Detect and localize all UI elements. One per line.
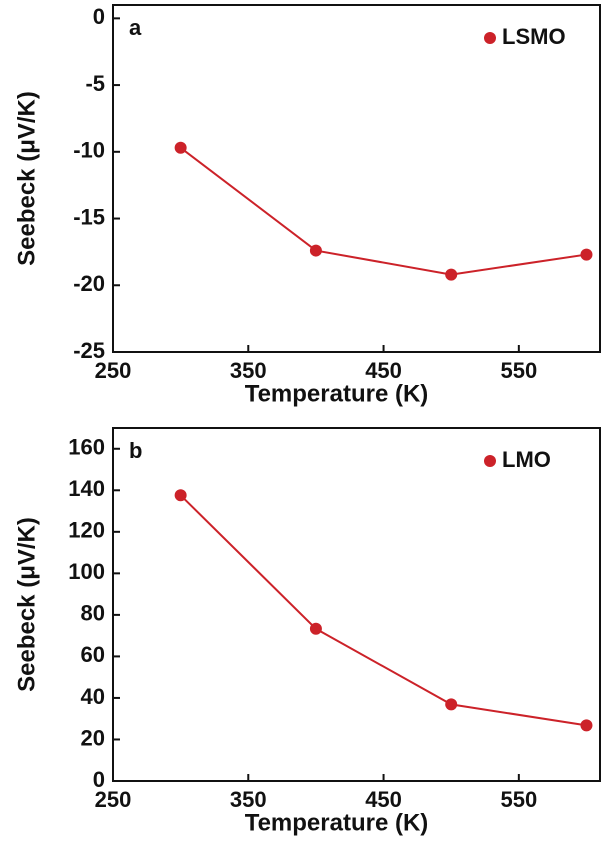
y-tick-label: 0 [93,767,105,792]
data-point [445,268,458,281]
y-tick-label: -10 [73,138,105,163]
y-tick-label: 120 [68,518,105,543]
y-axis-title: Seebeck (μV/K) [13,91,40,266]
panel-label: b [129,438,142,463]
plot-frame [112,427,601,782]
x-tick-label: 350 [230,358,267,383]
x-tick-label: 450 [365,358,402,383]
y-tick-label: -15 [73,204,105,229]
legend-label: LMO [502,447,551,472]
x-tick-label: 550 [500,358,537,383]
y-tick-label: 140 [68,476,105,501]
series-line [179,494,587,727]
legend-label: LSMO [502,24,566,49]
y-tick-label: 20 [81,725,105,750]
y-tick-label: 40 [81,684,105,709]
data-point [174,489,187,502]
plot-frame [112,4,601,353]
y-tick-label: 60 [81,642,105,667]
x-axis-title: Temperature (K) [245,380,429,407]
x-axis-title: Temperature (K) [245,809,429,836]
y-axis-title: Seebeck (μV/K) [13,517,40,692]
legend-marker [484,455,496,467]
data-point [309,622,322,635]
y-tick-label: 100 [68,559,105,584]
y-tick-label: -5 [85,71,105,96]
data-point [445,698,458,711]
data-point [580,248,593,261]
panel-label: a [129,15,142,40]
y-tick-label: 80 [81,601,105,626]
y-tick-label: -25 [73,338,105,363]
x-tick-label: 450 [365,787,402,812]
y-tick-label: -20 [73,271,105,296]
data-point [580,719,593,732]
y-tick-label: 160 [68,435,105,460]
y-tick-label: 0 [93,4,105,29]
x-tick-label: 350 [230,787,267,812]
legend-marker [484,32,496,44]
series-line [180,147,587,276]
x-tick-label: 250 [95,787,132,812]
x-tick-label: 550 [500,787,537,812]
data-point [309,244,322,257]
x-tick-label: 250 [95,358,132,383]
data-point [174,141,187,154]
